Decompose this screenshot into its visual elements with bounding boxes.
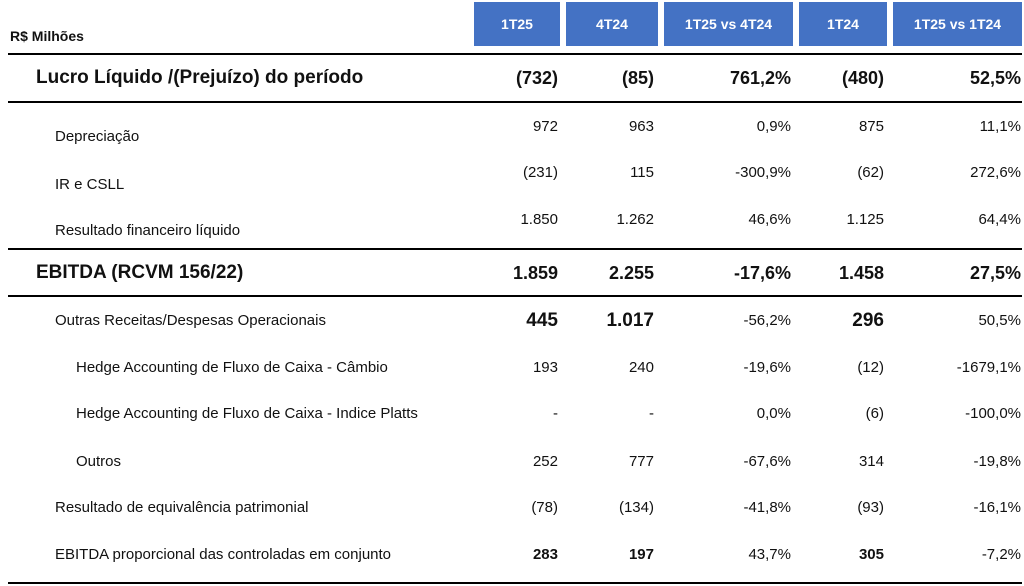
cell-1t24: 1.125 <box>846 211 884 228</box>
cell-1t25: 445 <box>526 310 558 331</box>
cell-1t25: 283 <box>532 546 558 563</box>
cell-4t24: 115 <box>630 164 654 181</box>
cell-1t25-vs-4t24: -17,6% <box>733 263 791 283</box>
cell-1t24: (12) <box>857 359 884 376</box>
row-label: IR e CSLL <box>55 176 125 193</box>
cell-1t24: (62) <box>857 164 884 181</box>
cell-4t24: 777 <box>628 453 654 470</box>
cell-4t24: 1.017 <box>606 310 654 331</box>
ebitda-top-rule <box>8 248 1022 250</box>
cell-1t25-vs-4t24: 761,2% <box>729 68 791 88</box>
cell-1t24: 314 <box>858 453 884 470</box>
cell-4t24: 240 <box>628 359 654 376</box>
cell-1t25: 972 <box>532 118 558 135</box>
table-row-financial-result: Resultado financeiro líquido 1.850 1.262… <box>0 205 1024 239</box>
cell-1t25-vs-1t24: 64,4% <box>978 211 1021 228</box>
column-header-1t25: 1T25 <box>474 2 560 46</box>
row-label: Depreciação <box>55 128 140 145</box>
cell-1t25: (231) <box>522 164 558 181</box>
cell-1t24: (6) <box>865 405 884 422</box>
cell-1t24: 305 <box>858 546 884 563</box>
cell-4t24: 1.262 <box>616 211 654 228</box>
cell-1t25-vs-4t24: 46,6% <box>748 211 791 228</box>
cell-1t25-vs-1t24: 27,5% <box>969 263 1021 283</box>
row-label: Outros <box>76 453 122 470</box>
row-label: EBITDA proporcional das controladas em c… <box>55 546 392 563</box>
cell-4t24: 963 <box>628 118 654 135</box>
table-row-depreciation: Depreciação 972 963 0,9% 875 11,1% <box>0 112 1024 145</box>
cell-1t25: (78) <box>531 499 558 516</box>
cell-1t24: (93) <box>857 499 884 516</box>
table-row-equity-method: Resultado de equivalência patrimonial (7… <box>0 493 1024 523</box>
cell-1t24: (480) <box>841 68 884 88</box>
cell-4t24: 2.255 <box>608 263 654 283</box>
row-label: EBITDA (RCVM 156/22) <box>36 262 244 283</box>
table-row-proportional-ebitda: EBITDA proporcional das controladas em c… <box>0 540 1024 570</box>
cell-1t25: 1.859 <box>512 263 558 283</box>
column-header-1t25-vs-1t24: 1T25 vs 1T24 <box>893 2 1022 46</box>
row-label: Lucro Líquido /(Prejuízo) do período <box>36 67 364 88</box>
cell-1t25-vs-1t24: -100,0% <box>965 405 1021 422</box>
row-label: Resultado de equivalência patrimonial <box>55 499 309 516</box>
row-label: Hedge Accounting de Fluxo de Caixa - Ind… <box>76 405 418 422</box>
cell-1t25-vs-4t24: -67,6% <box>743 453 791 470</box>
cell-1t25-vs-1t24: 272,6% <box>970 164 1021 181</box>
cell-1t25-vs-4t24: 0,9% <box>756 118 791 135</box>
cell-1t25: 193 <box>532 359 558 376</box>
cell-1t24: 1.458 <box>838 263 884 283</box>
table-row-others: Outros 252 777 -67,6% 314 -19,8% <box>0 447 1024 477</box>
cell-1t25-vs-1t24: 11,1% <box>979 118 1021 135</box>
cell-4t24: 197 <box>628 546 654 563</box>
cell-1t25-vs-4t24: 0,0% <box>756 405 791 422</box>
cell-1t24: 296 <box>852 310 884 331</box>
column-header-4t24: 4T24 <box>566 2 658 46</box>
cell-1t25-vs-4t24: -41,8% <box>743 499 791 516</box>
header-rule <box>8 53 1022 55</box>
cell-1t25-vs-1t24: 50,5% <box>978 312 1021 329</box>
row-label: Hedge Accounting de Fluxo de Caixa - Câm… <box>76 359 388 376</box>
row-label: Outras Receitas/Despesas Operacionais <box>55 312 326 329</box>
cell-1t25: 252 <box>532 453 558 470</box>
cell-1t25: 1.850 <box>520 211 558 228</box>
cell-4t24: (85) <box>621 68 654 88</box>
cell-1t25-vs-1t24: -7,2% <box>981 546 1021 563</box>
table-bottom-rule <box>8 582 1022 584</box>
table-row-net-income: Lucro Líquido /(Prejuízo) do período (73… <box>0 63 1024 93</box>
table-row-hedge-platts: Hedge Accounting de Fluxo de Caixa - Ind… <box>0 399 1024 429</box>
unit-label: R$ Milhões <box>10 28 84 44</box>
cell-1t25: - <box>553 405 558 422</box>
table-row-hedge-fx: Hedge Accounting de Fluxo de Caixa - Câm… <box>0 353 1024 383</box>
cell-1t24: 875 <box>858 118 884 135</box>
row-label: Resultado financeiro líquido <box>55 222 241 239</box>
table-row-ir-csll: IR e CSLL (231) 115 -300,9% (62) 272,6% <box>0 158 1024 193</box>
column-header-1t25-vs-4t24: 1T25 vs 4T24 <box>664 2 793 46</box>
cell-1t25-vs-4t24: -300,9% <box>735 164 791 181</box>
net-income-rule <box>8 101 1022 103</box>
cell-1t25-vs-1t24: -19,8% <box>973 453 1021 470</box>
cell-1t25-vs-1t24: -16,1% <box>973 499 1021 516</box>
cell-1t25-vs-4t24: 43,7% <box>748 546 791 563</box>
cell-1t25-vs-1t24: -1679,1% <box>956 359 1021 376</box>
cell-4t24: - <box>649 405 654 422</box>
cell-1t25-vs-4t24: -19,6% <box>743 359 791 376</box>
cell-4t24: (134) <box>618 499 654 516</box>
ebitda-bottom-rule <box>8 295 1022 297</box>
cell-1t25: (732) <box>515 68 558 88</box>
cell-1t25-vs-4t24: -56,2% <box>743 312 791 329</box>
table-row-ebitda: EBITDA (RCVM 156/22) 1.859 2.255 -17,6% … <box>0 258 1024 288</box>
table-row-other-operating: Outras Receitas/Despesas Operacionais 44… <box>0 306 1024 336</box>
cell-1t25-vs-1t24: 52,5% <box>969 68 1021 88</box>
column-header-1t24: 1T24 <box>799 2 887 46</box>
